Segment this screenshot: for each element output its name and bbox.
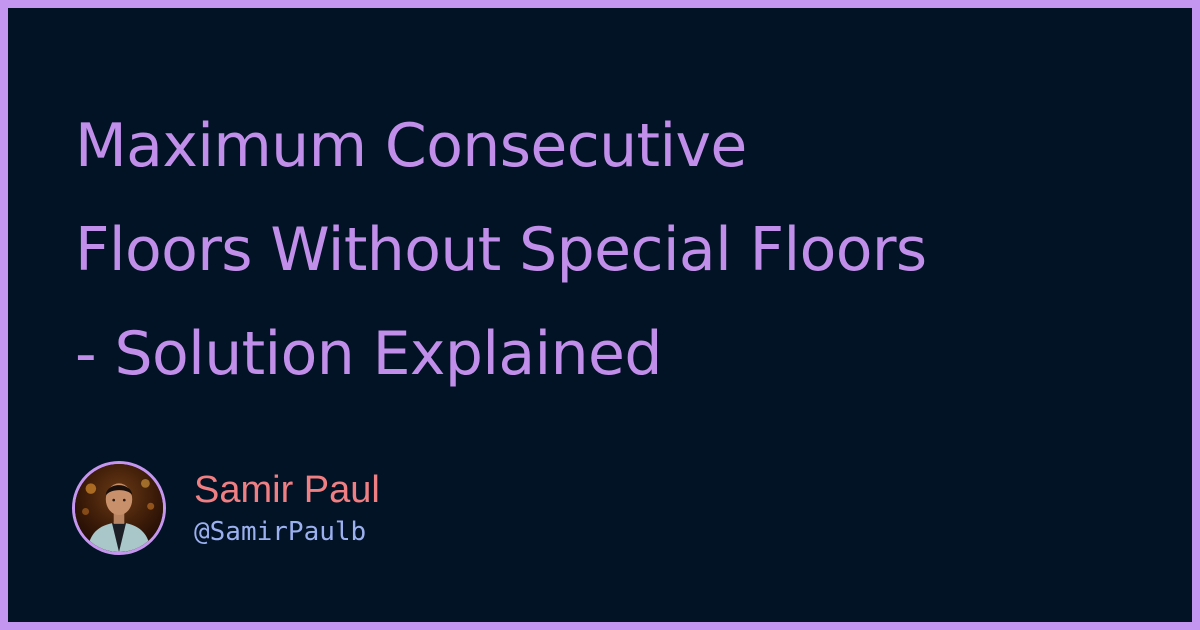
author-name: Samir Paul <box>194 469 380 511</box>
title-line-3: - Solution Explained <box>75 319 662 389</box>
author-text: Samir Paul @SamirPaulb <box>194 468 380 548</box>
article-title: Maximum Consecutive Floors Without Speci… <box>75 94 1175 406</box>
title-line-1: Maximum Consecutive <box>75 111 747 181</box>
title-line-2: Floors Without Special Floors <box>75 215 927 285</box>
author-block: Samir Paul @SamirPaulb <box>72 458 380 558</box>
og-card: Maximum Consecutive Floors Without Speci… <box>8 8 1192 622</box>
author-handle: @SamirPaulb <box>194 517 367 547</box>
author-avatar <box>72 461 166 555</box>
author-photo-icon <box>75 464 163 552</box>
